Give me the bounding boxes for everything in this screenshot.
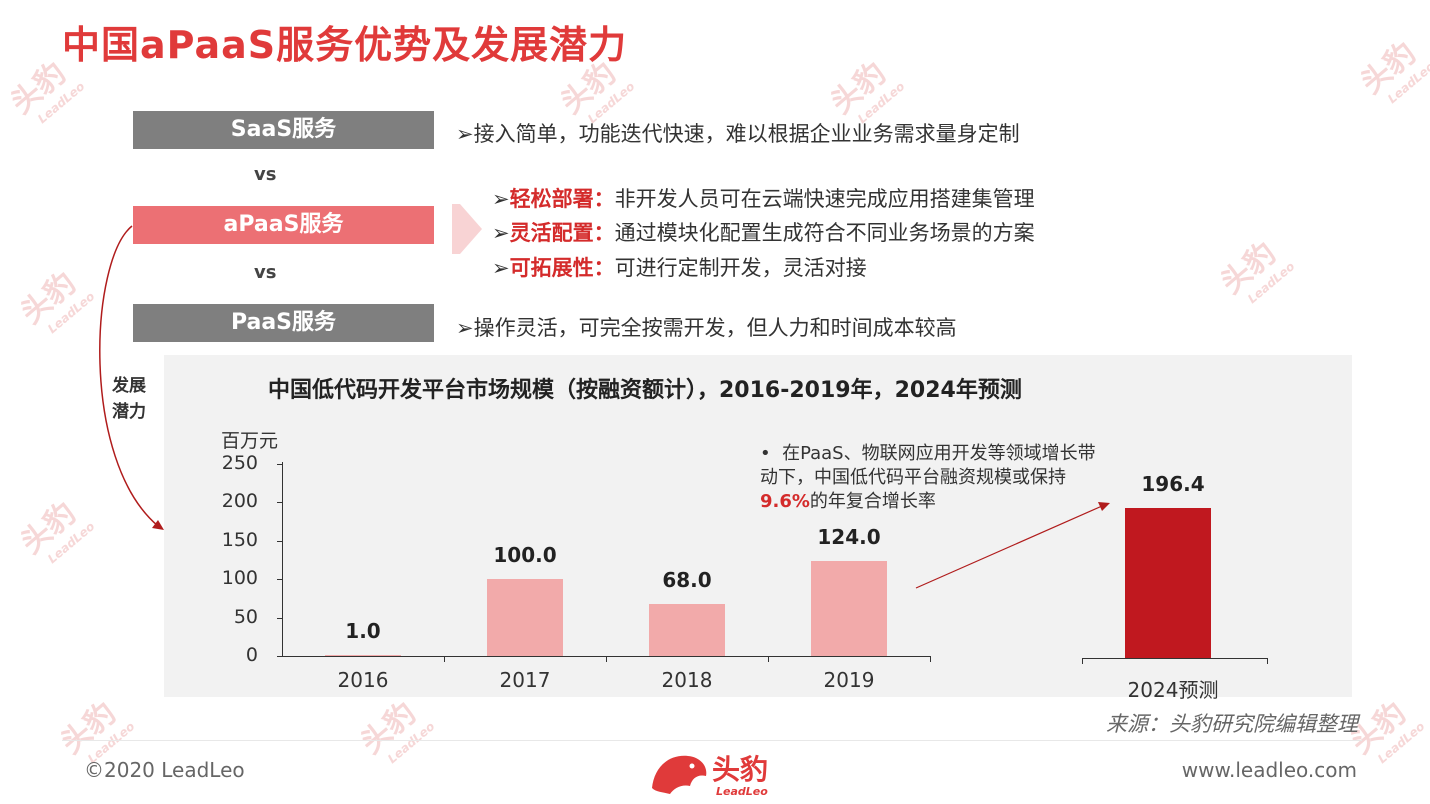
bar (487, 579, 563, 656)
growth-note: • 在PaaS、物联网应用开发等领域增长带动下，中国低代码平台融资规模或保持9.… (760, 443, 1096, 512)
website-url: www.leadleo.com (1181, 758, 1357, 782)
y-tick-mark (277, 502, 282, 504)
x-tick-label: 2016 (337, 668, 389, 692)
y-tick-label: 0 (245, 644, 258, 666)
y-tick-label: 50 (233, 605, 258, 628)
y-tick-label: 250 (221, 452, 258, 474)
saas-desc: ➢接入简单，功能迭代快速，难以根据企业业务需求量身定制 (456, 122, 1020, 146)
vs-label: vs (254, 164, 277, 185)
copyright: ©2020 LeadLeo (84, 758, 245, 782)
y-tick-mark (277, 579, 282, 581)
apaas-point: ➢可拓展性：可进行定制开发，灵活对接 (492, 256, 867, 280)
y-tick-label: 100 (221, 567, 258, 590)
data-label: 68.0 (662, 567, 712, 592)
chart-title: 中国低代码开发平台市场规模（按融资额计），2016-2019年，2024年预测 (268, 378, 1022, 403)
chevron-right-icon (452, 204, 482, 254)
leadleo-logo-icon (652, 755, 707, 794)
data-label: 100.0 (493, 543, 557, 568)
data-label: 1.0 (345, 619, 381, 644)
x-tick-label: 2018 (661, 668, 713, 692)
y-tick-label: 150 (221, 528, 258, 551)
y-axis (282, 462, 283, 656)
potential-label: 发展 潜力 (112, 376, 146, 422)
paas-box: PaaS服务 (133, 304, 434, 342)
connector-arrow (99, 225, 164, 530)
x-tick-label: 2017 (499, 668, 551, 692)
x-tick-mark (930, 656, 931, 662)
y-axis-unit: 百万元 (221, 430, 279, 452)
x-tick-mark (606, 656, 607, 662)
data-label: 196.4 (1141, 471, 1205, 496)
y-tick-mark (277, 656, 282, 657)
page-title: 中国aPaaS服务优势及发展潜力 (62, 23, 628, 67)
x-tick-mark (1082, 658, 1083, 664)
y-tick-mark (277, 540, 282, 542)
bar (811, 560, 887, 656)
logo-text: 头豹 (712, 753, 769, 786)
apaas-point: ➢轻松部署：非开发人员可在云端快速完成应用搭建集管理 (492, 187, 1035, 211)
x-tick-label: 2019 (823, 668, 875, 692)
bar (649, 603, 725, 656)
saas-box: SaaS服务 (133, 111, 434, 149)
y-tick-mark (277, 464, 282, 465)
apaas-point: ➢灵活配置：通过模块化配置生成符合不同业务场景的方案 (492, 221, 1035, 245)
x-tick-label: 2024预测 (1127, 678, 1219, 702)
vs-label: vs (254, 262, 277, 283)
data-label: 124.0 (817, 524, 881, 549)
y-tick-mark (277, 617, 282, 619)
x-axis-forecast (1082, 658, 1268, 659)
apaas-box: aPaaS服务 (133, 206, 434, 244)
source-note: 来源：头豹研究院编辑整理 (1106, 712, 1358, 736)
x-tick-mark (1267, 658, 1268, 664)
x-tick-mark (768, 656, 769, 662)
bar (325, 655, 401, 656)
divider (62, 740, 1362, 741)
bar (1125, 507, 1211, 658)
x-tick-mark (444, 656, 445, 662)
forecast-arrow (915, 502, 1110, 589)
logo-subtext: LeadLeo (716, 785, 768, 798)
y-tick-label: 200 (221, 490, 258, 513)
paas-desc: ➢操作灵活，可完全按需开发，但人力和时间成本较高 (456, 316, 957, 340)
